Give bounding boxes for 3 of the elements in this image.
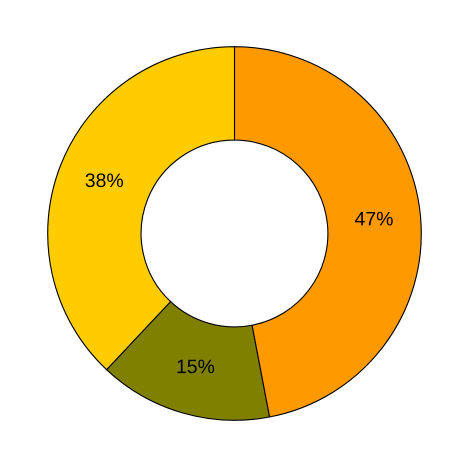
data-label: 38% (86, 173, 124, 188)
data-label: 47% (354, 212, 393, 226)
data-label: 15% (177, 360, 214, 374)
